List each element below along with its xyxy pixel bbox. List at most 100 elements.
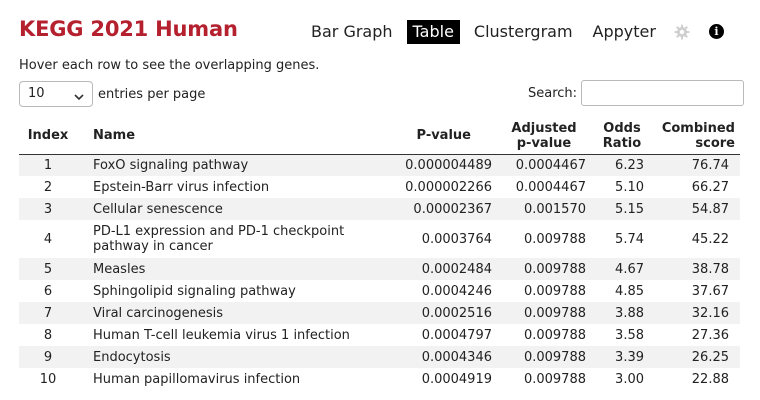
table-row[interactable]: 7 Viral carcinogenesis 0.0002516 0.00978… [19,302,740,324]
cell-adjusted-pvalue: 0.0004467 [515,179,586,195]
header-odds-ratio[interactable]: Odds Ratio [591,118,653,155]
cell-odds-ratio: 5.15 [615,201,644,217]
cell-combined-score: 66.27 [691,179,729,195]
gear-icon[interactable] [674,24,690,40]
cell-name: Viral carcinogenesis [93,305,224,321]
cell-index: 7 [43,305,53,321]
cell-odds-ratio: 3.39 [615,349,644,365]
cell-combined-score: 76.74 [691,157,729,173]
cell-index: 5 [43,261,53,277]
cell-combined-score: 45.22 [691,231,729,247]
cell-index: 4 [43,231,53,247]
view-tabs: Bar Graph Table Clustergram Appyter [305,20,670,44]
cell-index: 3 [43,201,53,217]
table-row[interactable]: 5 Measles 0.0002484 0.009788 4.67 38.78 [19,258,740,280]
search-input[interactable] [581,80,745,106]
cell-adjusted-pvalue: 0.009788 [523,371,586,387]
header-adjusted-pvalue[interactable]: Adjusted p-value [497,118,591,155]
table-row[interactable]: 6 Sphingolipid signaling pathway 0.00042… [19,280,740,302]
hover-hint: Hover each row to see the overlapping ge… [19,58,320,73]
cell-name: Measles [93,261,146,277]
cell-adjusted-pvalue: 0.009788 [523,305,586,321]
tab-appyter[interactable]: Appyter [592,22,656,41]
header-adj-line2: p-value [516,135,572,151]
table-row[interactable]: 10 Human papillomavirus infection 0.0004… [19,368,740,390]
cell-name: Sphingolipid signaling pathway [93,283,296,299]
cell-pvalue: 0.0002484 [421,261,492,277]
cell-odds-ratio: 4.85 [615,283,644,299]
table-row[interactable]: 9 Endocytosis 0.0004346 0.009788 3.39 26… [19,346,740,368]
cell-pvalue: 0.0004919 [421,371,492,387]
cell-odds-ratio: 4.67 [615,261,644,277]
results-table: Index Name P-value Adjusted p-value Odds R… [19,118,740,390]
cell-index: 8 [43,327,53,343]
search-box: Search: [528,80,745,106]
cell-adjusted-pvalue: 0.009788 [523,261,586,277]
cell-odds-ratio: 3.58 [615,327,644,343]
cell-odds-ratio: 6.23 [615,157,644,173]
cell-adjusted-pvalue: 0.0004467 [515,157,586,173]
cell-index: 9 [43,349,53,365]
cell-pvalue: 0.0003764 [421,231,492,247]
cell-odds-ratio: 5.74 [615,231,644,247]
table-row[interactable]: 4 PD-L1 expression and PD-1 checkpoint p… [19,220,740,258]
cell-pvalue: 0.0004346 [421,349,492,365]
cell-name: Human T-cell leukemia virus 1 infection [93,327,350,343]
entries-label: entries per page [98,86,206,102]
header-odds-line2: Ratio [602,135,642,151]
cell-name: Epstein-Barr virus infection [93,179,270,195]
header-adj-line1: Adjusted [511,120,577,136]
header-odds-line1: Odds [603,120,641,136]
cell-combined-score: 38.78 [691,261,729,277]
cell-adjusted-pvalue: 0.009788 [523,349,586,365]
search-label: Search: [528,85,578,101]
cell-combined-score: 22.88 [691,371,729,387]
table-row[interactable]: 8 Human T-cell leukemia virus 1 infectio… [19,324,740,346]
cell-adjusted-pvalue: 0.001570 [523,201,586,217]
cell-pvalue: 0.000004489 [405,157,492,173]
cell-pvalue: 0.0004797 [421,327,492,343]
header-name[interactable]: Name [77,118,395,155]
table-row[interactable]: 1 FoxO signaling pathway 0.000004489 0.0… [19,154,740,176]
header-pvalue[interactable]: P-value [395,118,497,155]
cell-adjusted-pvalue: 0.009788 [523,231,586,247]
cell-odds-ratio: 3.00 [615,371,644,387]
cell-combined-score: 37.67 [691,283,729,299]
entries-select-value: 10 [28,86,45,101]
cell-combined-score: 27.36 [691,327,729,343]
cell-index: 10 [39,371,57,387]
cell-index: 6 [43,283,53,299]
cell-index: 1 [43,157,53,173]
cell-pvalue: 0.000002266 [405,179,492,195]
cell-name: FoxO signaling pathway [93,157,249,173]
header-comb-line2: score [695,135,735,151]
cell-name: Endocytosis [93,349,171,365]
cell-odds-ratio: 5.10 [615,179,644,195]
entries-per-page: 10 entries per page [19,81,205,107]
cell-pvalue: 0.0002516 [421,305,492,321]
cell-name: Cellular senescence [93,201,223,217]
header-combined-score[interactable]: Combined score [653,118,740,155]
info-icon[interactable]: i [709,24,724,39]
table-header-row: Index Name P-value Adjusted p-value Odds R… [19,118,740,155]
header-index[interactable]: Index [19,118,77,155]
header: KEGG 2021 Human Bar Graph Table Clusterg… [0,0,760,62]
tab-bar-graph[interactable]: Bar Graph [311,22,393,41]
header-comb-line1: Combined [661,120,735,136]
cell-name: PD-L1 expression and PD-1 checkpoint pat… [93,224,345,254]
page-title: KEGG 2021 Human [19,17,238,41]
cell-combined-score: 54.87 [691,201,729,217]
cell-name: Human papillomavirus infection [93,371,301,387]
cell-pvalue: 0.00002367 [413,201,492,217]
tab-table[interactable]: Table [406,20,460,44]
entries-select[interactable]: 10 [19,81,93,107]
tab-clustergram[interactable]: Clustergram [473,22,573,41]
cell-adjusted-pvalue: 0.009788 [523,327,586,343]
cell-combined-score: 26.25 [691,349,729,365]
cell-adjusted-pvalue: 0.009788 [523,283,586,299]
table-row[interactable]: 2 Epstein-Barr virus infection 0.0000022… [19,176,740,198]
table-row[interactable]: 3 Cellular senescence 0.00002367 0.00157… [19,198,740,220]
cell-odds-ratio: 3.88 [615,305,644,321]
chevron-down-icon [74,90,84,101]
cell-pvalue: 0.0004246 [421,283,492,299]
